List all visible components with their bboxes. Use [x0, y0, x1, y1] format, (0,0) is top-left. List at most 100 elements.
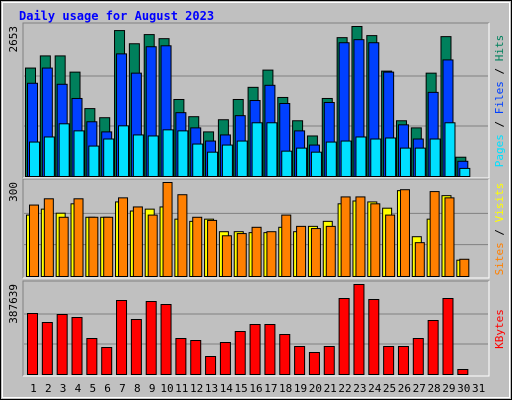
bar	[397, 345, 409, 375]
bar	[192, 216, 203, 277]
bar	[414, 242, 425, 278]
y-max-label: 300	[7, 182, 20, 202]
legend: KBytes	[493, 309, 506, 349]
x-tick-label: 10	[160, 382, 173, 395]
bar	[88, 216, 99, 277]
bar	[281, 214, 292, 278]
x-tick-label: 7	[119, 382, 126, 395]
bar	[340, 196, 351, 277]
panel-bevel	[23, 281, 490, 377]
legend-separator: /	[493, 222, 506, 242]
x-tick-label: 18	[279, 382, 292, 395]
legend-entry: KBytes	[493, 309, 506, 349]
bar	[192, 143, 204, 177]
bar	[429, 191, 440, 277]
bar	[457, 368, 469, 375]
bar	[56, 314, 68, 375]
legend-entry: Pages	[493, 134, 506, 167]
legend: Sites / Visits	[493, 183, 506, 276]
panel-bevel	[23, 179, 490, 279]
bar	[162, 129, 174, 177]
bar	[58, 216, 69, 277]
bar	[459, 258, 470, 277]
bar	[58, 123, 70, 177]
bar	[132, 134, 144, 177]
legend-entry: Hits	[493, 35, 506, 62]
x-tick-label: 15	[235, 382, 248, 395]
bar	[73, 198, 84, 277]
bar	[207, 219, 218, 277]
x-tick-label: 17	[264, 382, 277, 395]
x-tick-label: 29	[442, 382, 455, 395]
x-tick-label: 5	[89, 382, 96, 395]
bar	[88, 145, 100, 177]
y-max-label: 387639	[7, 284, 20, 324]
bar	[412, 337, 424, 375]
bar	[103, 138, 115, 177]
bar	[323, 345, 335, 375]
x-tick-label: 9	[149, 382, 156, 395]
legend-separator: /	[493, 114, 506, 134]
bar	[353, 284, 365, 375]
bar	[177, 194, 188, 277]
bar	[427, 320, 439, 375]
bar	[279, 334, 291, 375]
x-tick-label: 14	[220, 382, 234, 395]
bar	[29, 141, 40, 177]
bar	[310, 228, 321, 277]
bar	[160, 304, 172, 375]
bar	[385, 137, 397, 177]
legend: Pages / Files / Hits	[493, 35, 506, 168]
bar	[130, 318, 142, 375]
x-tick-label: 25	[383, 382, 396, 395]
bar	[145, 301, 157, 375]
bar	[294, 345, 306, 375]
bar	[355, 136, 367, 177]
bar	[71, 316, 83, 376]
bar	[27, 313, 38, 376]
bar	[385, 214, 396, 278]
bar	[370, 203, 381, 278]
x-tick-label: 12	[190, 382, 203, 395]
bar	[236, 140, 248, 177]
x-tick-label: 16	[249, 382, 262, 395]
bar	[41, 322, 53, 376]
bar	[118, 125, 130, 177]
bar	[444, 122, 456, 177]
x-tick-label: 26	[398, 382, 411, 395]
bar	[73, 130, 85, 177]
bar	[177, 130, 189, 177]
bar	[338, 297, 350, 375]
x-tick-label: 30	[457, 382, 470, 395]
bar	[43, 198, 54, 277]
bar	[266, 122, 278, 177]
bar	[368, 298, 380, 375]
panel-bevel	[22, 178, 489, 278]
bar	[43, 136, 55, 177]
bar	[442, 297, 454, 375]
bar	[116, 300, 128, 375]
x-tick-label: 20	[309, 382, 322, 395]
x-tick-label: 19	[294, 382, 307, 395]
bar	[414, 147, 426, 177]
x-tick-label: 31	[472, 382, 485, 395]
bar	[103, 216, 114, 277]
panel-bevel	[22, 22, 489, 178]
bar	[370, 138, 382, 177]
bar	[236, 233, 247, 277]
x-tick-label: 11	[175, 382, 188, 395]
bar	[147, 214, 158, 278]
bar	[266, 231, 277, 277]
bar	[325, 141, 337, 177]
bar	[86, 337, 98, 375]
x-tick-label: 1	[30, 382, 37, 395]
legend-entry: Sites	[493, 242, 506, 275]
legend-separator: /	[493, 61, 506, 81]
bar	[264, 324, 276, 375]
bar	[459, 167, 471, 177]
x-tick-label: 28	[427, 382, 440, 395]
bar	[340, 140, 352, 177]
bar	[251, 226, 262, 278]
